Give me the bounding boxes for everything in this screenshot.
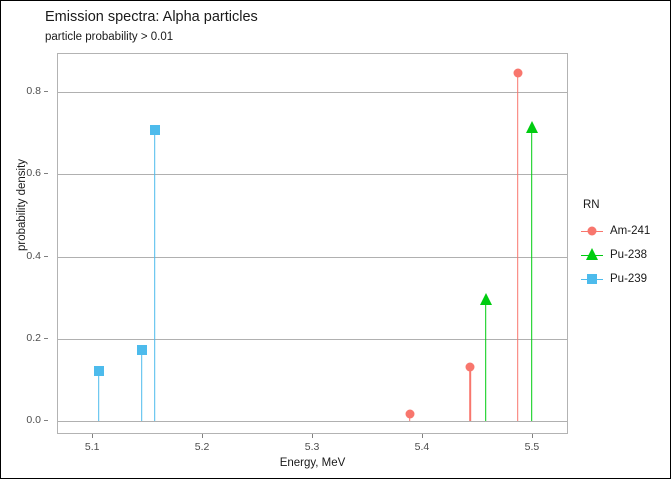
y-tick-label: 0.0 xyxy=(26,414,41,427)
chart-title: Emission spectra: Alpha particles xyxy=(45,9,258,25)
legend-item-am-241[interactable]: Am-241 xyxy=(581,219,669,243)
y-tick-label: 0.8 xyxy=(26,84,41,97)
x-axis-label: Energy, MeV xyxy=(279,457,346,469)
legend: RN Am-241 Pu-238 Pu-239 xyxy=(581,199,669,291)
gridline-y xyxy=(58,421,567,423)
data-point-marker xyxy=(93,365,104,376)
data-point-marker xyxy=(525,121,538,134)
data-stem xyxy=(516,73,519,422)
data-point-marker xyxy=(149,125,160,136)
gridline-y xyxy=(58,174,567,176)
y-tick-label: 0.6 xyxy=(26,167,41,180)
gridline-y xyxy=(58,91,567,93)
legend-key-icon xyxy=(581,268,603,290)
x-tick-mark xyxy=(92,434,94,438)
y-tick-label: 0.4 xyxy=(26,249,41,262)
data-point-marker xyxy=(405,409,415,419)
legend-key-icon xyxy=(581,220,603,242)
x-tick-mark xyxy=(421,434,423,438)
data-stem xyxy=(469,367,472,422)
data-stem xyxy=(97,370,100,422)
plot-panel xyxy=(57,53,568,434)
x-tick-mark xyxy=(312,434,314,438)
y-axis-label: probability density xyxy=(16,158,28,252)
x-tick-label: 5.1 xyxy=(84,441,100,453)
legend-item-label: Pu-238 xyxy=(610,249,648,261)
data-point-marker xyxy=(513,68,523,78)
x-tick-mark xyxy=(531,434,533,438)
y-axis: 0.0 0.2 0.4 0.6 0.8 xyxy=(1,53,51,434)
x-tick-label: 5.3 xyxy=(304,441,320,453)
y-tick-mark xyxy=(44,173,48,175)
y-tick-mark xyxy=(44,338,48,340)
x-tick-label: 5.4 xyxy=(414,441,430,453)
legend-key-icon xyxy=(581,244,603,266)
data-point-marker xyxy=(136,345,147,356)
chart-subtitle: particle probability > 0.01 xyxy=(45,31,174,43)
x-tick-mark xyxy=(202,434,204,438)
y-tick-mark xyxy=(44,420,48,422)
y-tick-mark xyxy=(44,255,48,257)
legend-title: RN xyxy=(583,199,600,211)
legend-item-pu-238[interactable]: Pu-238 xyxy=(581,243,669,267)
data-stem xyxy=(140,350,143,422)
gridline-y xyxy=(58,256,567,258)
data-point-marker xyxy=(465,362,475,372)
x-tick-label: 5.2 xyxy=(194,441,210,453)
x-tick-label: 5.5 xyxy=(524,441,540,453)
data-point-marker xyxy=(479,292,492,305)
data-stem xyxy=(153,130,156,422)
legend-rows: Am-241 Pu-238 Pu-239 xyxy=(581,219,669,291)
legend-item-label: Pu-239 xyxy=(610,273,648,285)
data-stem xyxy=(531,128,533,422)
legend-item-label: Am-241 xyxy=(610,225,651,237)
legend-item-pu-239[interactable]: Pu-239 xyxy=(581,267,669,291)
data-stem xyxy=(484,299,487,422)
y-tick-label: 0.2 xyxy=(26,332,41,345)
x-axis: 5.1 5.2 5.3 5.4 5.5 xyxy=(57,434,568,458)
gridline-y xyxy=(58,339,567,341)
y-tick-mark xyxy=(44,90,48,92)
